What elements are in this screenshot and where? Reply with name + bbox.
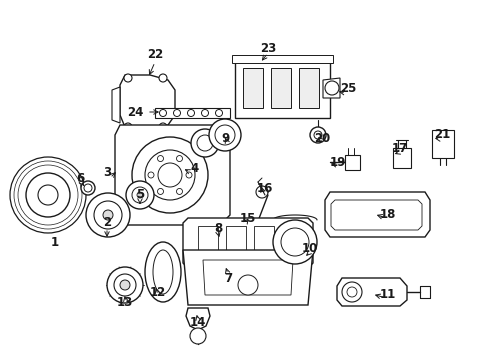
- Circle shape: [158, 163, 182, 187]
- Polygon shape: [392, 148, 410, 168]
- Text: 24: 24: [126, 105, 143, 118]
- Polygon shape: [112, 87, 120, 123]
- Polygon shape: [282, 226, 302, 260]
- Circle shape: [114, 274, 136, 296]
- Circle shape: [197, 135, 213, 151]
- Bar: [231, 55, 332, 63]
- Circle shape: [173, 109, 180, 117]
- Polygon shape: [325, 192, 429, 237]
- Text: 16: 16: [256, 181, 273, 194]
- Circle shape: [159, 74, 167, 82]
- Text: 10: 10: [301, 242, 318, 255]
- Text: 15: 15: [239, 211, 256, 225]
- Circle shape: [238, 275, 258, 295]
- Ellipse shape: [153, 250, 173, 294]
- Text: 2: 2: [103, 216, 111, 229]
- Circle shape: [191, 129, 219, 157]
- Polygon shape: [253, 226, 273, 260]
- Polygon shape: [185, 308, 209, 330]
- Text: 22: 22: [146, 49, 163, 62]
- Circle shape: [325, 81, 338, 95]
- Circle shape: [215, 109, 222, 117]
- Circle shape: [103, 210, 113, 220]
- Text: 9: 9: [221, 131, 229, 144]
- Polygon shape: [330, 200, 421, 230]
- Circle shape: [215, 125, 235, 145]
- Circle shape: [176, 188, 182, 194]
- Text: 19: 19: [329, 156, 346, 168]
- Polygon shape: [155, 108, 229, 118]
- Circle shape: [18, 165, 78, 225]
- Polygon shape: [198, 226, 218, 260]
- Bar: [243, 68, 263, 108]
- Polygon shape: [183, 250, 312, 305]
- Polygon shape: [336, 278, 406, 306]
- Circle shape: [341, 282, 361, 302]
- Polygon shape: [431, 130, 453, 158]
- Circle shape: [281, 228, 308, 256]
- Text: 17: 17: [391, 141, 407, 154]
- Circle shape: [272, 220, 316, 264]
- Circle shape: [86, 193, 130, 237]
- Text: 25: 25: [339, 81, 355, 94]
- Text: 13: 13: [117, 296, 133, 309]
- Bar: [298, 68, 318, 108]
- Circle shape: [94, 201, 122, 229]
- Text: 6: 6: [76, 171, 84, 184]
- Polygon shape: [183, 218, 312, 268]
- Circle shape: [187, 109, 194, 117]
- Circle shape: [38, 185, 58, 205]
- Ellipse shape: [145, 242, 181, 302]
- Circle shape: [10, 157, 86, 233]
- Circle shape: [208, 119, 241, 151]
- Circle shape: [84, 184, 92, 192]
- Text: 23: 23: [259, 41, 276, 54]
- Circle shape: [107, 267, 142, 303]
- Text: 18: 18: [379, 208, 395, 221]
- Text: 7: 7: [224, 271, 232, 284]
- Polygon shape: [345, 155, 359, 170]
- Bar: [270, 68, 290, 108]
- Text: 14: 14: [189, 315, 206, 328]
- Polygon shape: [225, 226, 245, 260]
- Polygon shape: [120, 75, 175, 130]
- Circle shape: [124, 74, 132, 82]
- Circle shape: [81, 181, 95, 195]
- Polygon shape: [203, 260, 292, 295]
- Circle shape: [26, 173, 70, 217]
- Circle shape: [126, 181, 154, 209]
- Circle shape: [159, 123, 167, 131]
- Circle shape: [137, 192, 142, 198]
- Text: 8: 8: [213, 221, 222, 234]
- Polygon shape: [115, 125, 229, 225]
- Circle shape: [132, 187, 148, 203]
- Polygon shape: [323, 78, 339, 98]
- Text: 21: 21: [433, 129, 449, 141]
- Text: 1: 1: [51, 235, 59, 248]
- Text: 12: 12: [149, 285, 166, 298]
- Circle shape: [313, 131, 321, 139]
- Circle shape: [120, 280, 130, 290]
- Text: 4: 4: [190, 162, 199, 175]
- Polygon shape: [235, 60, 329, 118]
- Circle shape: [346, 287, 356, 297]
- Circle shape: [201, 109, 208, 117]
- Circle shape: [309, 127, 325, 143]
- Text: 11: 11: [379, 288, 395, 302]
- Circle shape: [145, 150, 195, 200]
- Circle shape: [185, 172, 192, 178]
- Circle shape: [14, 161, 82, 229]
- Circle shape: [176, 156, 182, 162]
- Circle shape: [157, 156, 163, 162]
- Circle shape: [190, 328, 205, 344]
- Text: 3: 3: [103, 166, 111, 179]
- Circle shape: [148, 172, 154, 178]
- Text: 5: 5: [136, 189, 144, 202]
- Circle shape: [132, 137, 207, 213]
- Circle shape: [157, 188, 163, 194]
- Text: 20: 20: [313, 131, 329, 144]
- Circle shape: [159, 109, 166, 117]
- Circle shape: [124, 123, 132, 131]
